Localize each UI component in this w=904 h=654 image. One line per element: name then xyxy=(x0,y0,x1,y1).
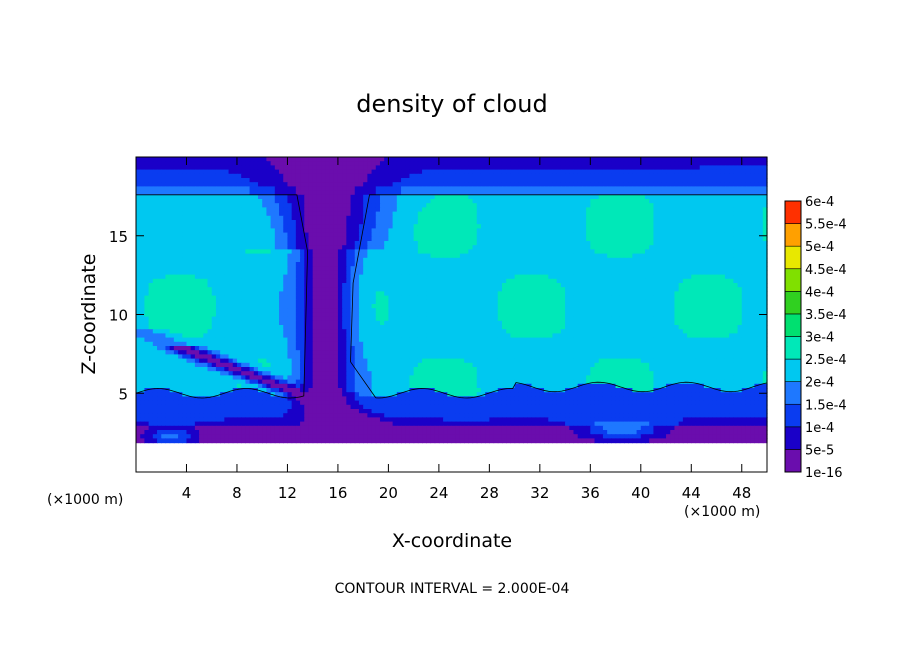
colorbar-label: 2e-4 xyxy=(805,376,834,391)
x-tick-label: 40 xyxy=(631,484,650,502)
x-axis-label: X-coordinate xyxy=(392,530,512,552)
x-tick-label: 4 xyxy=(182,484,192,502)
y-axis-ticks: 5 10 15 xyxy=(109,228,767,403)
x-tick-label: 44 xyxy=(682,484,701,502)
colorbar: 1e-16 5e-5 1e-4 1.5e-4 2e-4 2.5e-4 3e-4 3.5e-4 4… xyxy=(784,195,847,481)
colorbar-label: 1e-4 xyxy=(805,421,834,436)
x-tick-label: 20 xyxy=(379,484,398,502)
x-tick-label: 48 xyxy=(732,484,751,502)
x-tick-label: 12 xyxy=(278,484,297,502)
heatmap-plot-area xyxy=(135,157,768,472)
y-tick-label: 15 xyxy=(109,228,128,246)
colorbar-swatch xyxy=(784,403,802,428)
x-unit-left: (×1000 m) xyxy=(47,492,123,508)
x-unit-right: (×1000 m) xyxy=(684,504,760,520)
contour-right-top xyxy=(350,194,767,399)
chart-title: density of cloud xyxy=(356,90,547,118)
contour-right-base xyxy=(375,381,768,399)
y-tick-label: 10 xyxy=(109,307,128,325)
colorbar-swatch xyxy=(784,245,802,270)
contour-interval-note: CONTOUR INTERVAL = 2.000E-04 xyxy=(335,581,570,597)
x-axis-ticks: 4 8 12 16 20 24 28 32 36 40 44 48 xyxy=(182,157,751,502)
colorbar-swatch xyxy=(784,426,802,450)
colorbar-label: 1e-16 xyxy=(805,466,843,481)
colorbar-label: 6e-4 xyxy=(805,195,834,210)
contour-lines xyxy=(135,194,768,399)
colorbar-swatch xyxy=(784,200,802,224)
colorbar-label: 3e-4 xyxy=(805,331,834,346)
colorbar-frame xyxy=(784,200,802,473)
y-axis-label: Z-coordinate xyxy=(78,254,100,375)
colorbar-swatch xyxy=(784,313,802,337)
x-tick-label: 32 xyxy=(530,484,549,502)
x-tick-label: 24 xyxy=(429,484,448,502)
x-tick-label: 28 xyxy=(480,484,499,502)
colorbar-swatch xyxy=(784,336,802,360)
colorbar-swatch xyxy=(784,268,802,292)
contour-left xyxy=(135,194,309,399)
colorbar-swatch xyxy=(784,358,802,382)
colorbar-label: 1.5e-4 xyxy=(805,398,847,413)
colorbar-swatch xyxy=(784,291,802,315)
colorbar-label: 5e-4 xyxy=(805,240,834,255)
colorbar-label: 4e-4 xyxy=(805,285,834,300)
colorbar-label: 3.5e-4 xyxy=(805,308,847,323)
colorbar-swatch xyxy=(784,381,802,405)
density-cells xyxy=(136,157,768,444)
colorbar-label: 5e-5 xyxy=(805,443,834,458)
colorbar-label: 2.5e-4 xyxy=(805,353,847,368)
x-tick-label: 36 xyxy=(581,484,600,502)
y-tick-label: 5 xyxy=(118,385,128,403)
colorbar-label: 4.5e-4 xyxy=(805,263,847,278)
colorbar-swatch xyxy=(784,223,802,247)
colorbar-swatch xyxy=(784,449,802,473)
colorbar-label: 5.5e-4 xyxy=(805,218,847,233)
x-tick-label: 8 xyxy=(232,484,242,502)
x-tick-label: 16 xyxy=(328,484,347,502)
